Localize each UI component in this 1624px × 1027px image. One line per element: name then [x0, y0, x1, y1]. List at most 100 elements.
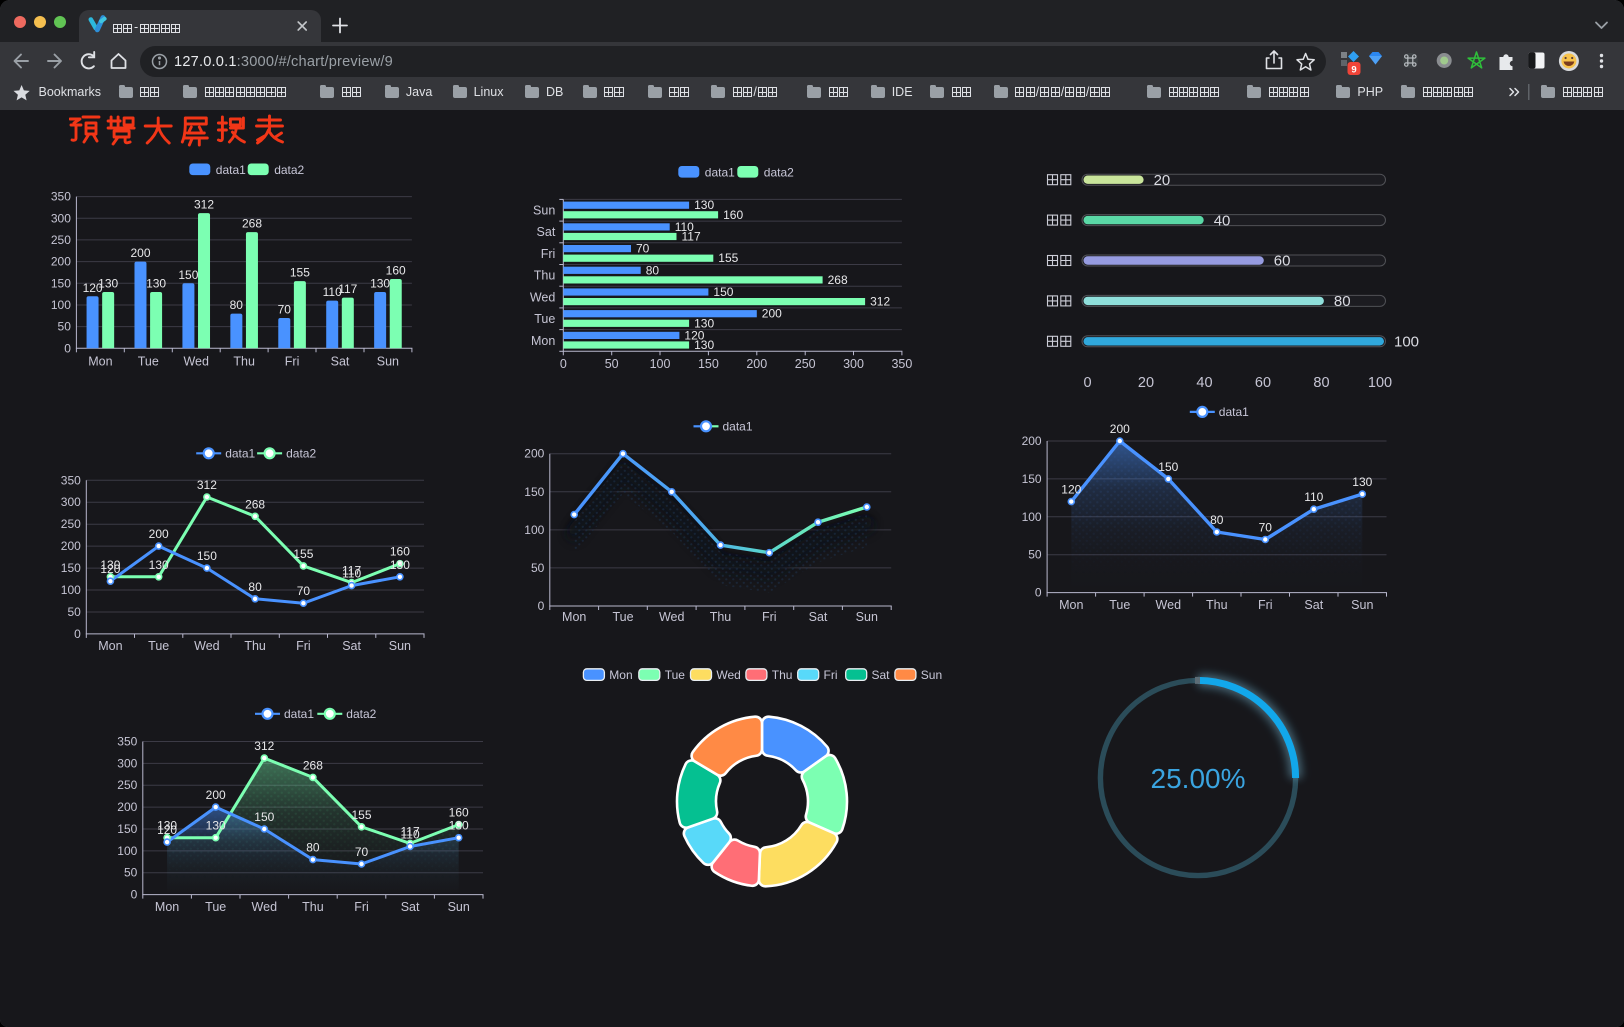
svg-text:20: 20 [1138, 375, 1154, 391]
svg-text:Sun: Sun [533, 204, 555, 218]
svg-text:130: 130 [98, 277, 118, 291]
svg-text:Sun: Sun [377, 355, 399, 369]
svg-text:130: 130 [694, 316, 714, 330]
svg-text:150: 150 [698, 357, 719, 371]
svg-text:80: 80 [248, 580, 262, 594]
svg-text:50: 50 [531, 561, 545, 575]
svg-text:200: 200 [117, 800, 137, 814]
svg-text:312: 312 [197, 478, 217, 492]
svg-text:80: 80 [306, 841, 320, 855]
svg-text:350: 350 [891, 357, 912, 371]
svg-text:50: 50 [58, 320, 72, 334]
svg-text:160: 160 [449, 806, 469, 820]
svg-text:200: 200 [1110, 422, 1130, 436]
svg-text:Sun: Sun [921, 668, 942, 682]
svg-text:50: 50 [1028, 548, 1042, 562]
svg-text:100: 100 [1022, 510, 1042, 524]
svg-text:9: 9 [1351, 64, 1356, 75]
svg-text:130: 130 [449, 819, 469, 833]
svg-text:Sat: Sat [1304, 598, 1323, 612]
svg-text:312: 312 [254, 739, 274, 753]
svg-text:70: 70 [636, 242, 650, 256]
svg-text:Sun: Sun [1351, 598, 1373, 612]
svg-text:data1: data1 [1219, 405, 1249, 419]
svg-text:Thu: Thu [772, 668, 793, 682]
svg-text:130: 130 [206, 819, 226, 833]
svg-text:200: 200 [762, 307, 782, 321]
svg-text:Sun: Sun [856, 610, 878, 624]
svg-text:80: 80 [230, 298, 244, 312]
svg-text:300: 300 [61, 495, 81, 509]
svg-text:40: 40 [1196, 375, 1212, 391]
svg-text:117: 117 [338, 282, 357, 296]
svg-text:130: 130 [149, 558, 169, 572]
svg-text:data1: data1 [216, 163, 246, 177]
svg-text:Sat: Sat [872, 668, 891, 682]
svg-text:80: 80 [646, 263, 660, 277]
svg-text:Mon: Mon [155, 900, 179, 914]
svg-text:130: 130 [390, 558, 410, 572]
svg-text:Mon: Mon [88, 355, 112, 369]
svg-text:130: 130 [157, 819, 177, 833]
svg-text:150: 150 [713, 285, 733, 299]
svg-text:70: 70 [278, 303, 292, 317]
svg-text:Mon: Mon [609, 668, 632, 682]
svg-text:100: 100 [1394, 334, 1419, 351]
svg-text:Fri: Fri [354, 900, 369, 914]
svg-text:Mon: Mon [98, 639, 122, 653]
svg-text:data1: data1 [284, 707, 314, 721]
svg-text:120: 120 [157, 823, 177, 837]
svg-text:25.00%: 25.00% [1151, 763, 1246, 794]
svg-text:data1: data1 [723, 420, 753, 434]
svg-text:Wed: Wed [183, 355, 209, 369]
svg-text:200: 200 [206, 788, 226, 802]
svg-text:160: 160 [386, 264, 406, 278]
svg-text:130: 130 [1352, 475, 1372, 489]
svg-text:data2: data2 [274, 163, 304, 177]
svg-text:250: 250 [117, 778, 137, 792]
svg-text:120: 120 [100, 562, 120, 576]
svg-text:Wed: Wed [194, 639, 220, 653]
svg-text:130: 130 [370, 277, 390, 291]
svg-text:0: 0 [538, 599, 545, 613]
svg-text:155: 155 [293, 547, 313, 561]
svg-text:350: 350 [61, 473, 81, 487]
svg-text:110: 110 [401, 828, 420, 842]
svg-text:data1: data1 [705, 165, 735, 179]
svg-text:100: 100 [51, 298, 71, 312]
svg-text:Sun: Sun [389, 639, 411, 653]
svg-text:Wed: Wed [530, 290, 556, 304]
svg-text:Thu: Thu [302, 900, 324, 914]
svg-text:110: 110 [342, 567, 361, 581]
svg-text:data1: data1 [225, 447, 255, 461]
svg-text:120: 120 [1061, 483, 1081, 497]
svg-text:250: 250 [795, 357, 816, 371]
svg-text:Thu: Thu [534, 269, 556, 283]
svg-text:data2: data2 [286, 447, 316, 461]
svg-text:117: 117 [342, 564, 361, 578]
svg-text:130: 130 [694, 198, 714, 212]
svg-text:100: 100 [61, 583, 81, 597]
svg-text:120: 120 [684, 328, 704, 342]
svg-text:data2: data2 [764, 165, 794, 179]
svg-text:300: 300 [51, 211, 71, 225]
svg-text:350: 350 [51, 190, 71, 204]
svg-text:110: 110 [675, 220, 694, 234]
svg-text:0: 0 [1035, 586, 1042, 600]
svg-text:0: 0 [64, 341, 71, 355]
svg-text:130: 130 [694, 338, 714, 352]
svg-text:150: 150 [117, 822, 137, 836]
svg-text:80: 80 [1313, 375, 1329, 391]
svg-text:60: 60 [1274, 253, 1291, 270]
svg-text:Mon: Mon [562, 610, 586, 624]
svg-text:120: 120 [83, 281, 103, 295]
svg-text:160: 160 [390, 545, 410, 559]
svg-text:Tue: Tue [148, 639, 169, 653]
svg-text:110: 110 [323, 285, 342, 299]
svg-text:Sat: Sat [401, 900, 420, 914]
svg-text:200: 200 [746, 357, 767, 371]
svg-text:150: 150 [61, 561, 81, 575]
svg-text:40: 40 [1214, 212, 1231, 229]
svg-text:312: 312 [870, 295, 890, 309]
svg-text:0: 0 [1083, 375, 1091, 391]
